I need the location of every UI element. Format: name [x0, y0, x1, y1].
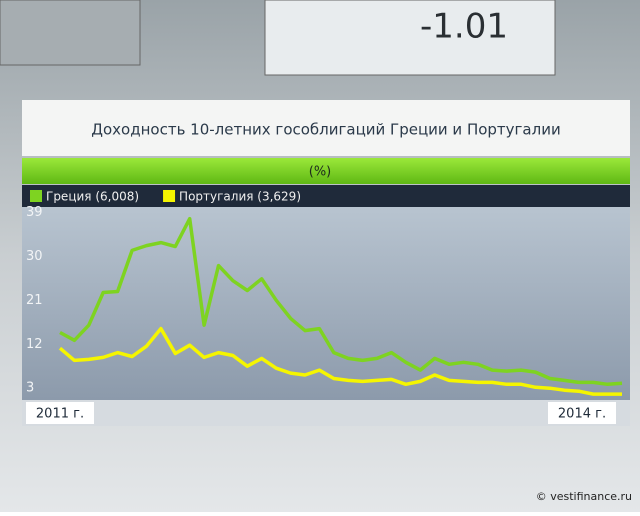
legend-swatch: [30, 190, 42, 202]
legend-label: Португалия (3,629): [179, 190, 301, 204]
title-box: [22, 100, 630, 156]
subtitle-bar: [22, 158, 630, 184]
ticker-text: -1.01: [420, 7, 508, 47]
series-line: [58, 326, 622, 396]
y-tick-label: 39: [26, 205, 43, 220]
x-label-box: [548, 402, 616, 424]
screen-panel: [0, 0, 141, 66]
y-tick-label: 3: [26, 381, 34, 396]
chart: 3 12 21 30 39 2011 г. 2014 г. Греция (6,008) Пор…: [26, 190, 623, 424]
screen-panel: [264, 0, 556, 76]
chart-title: Доходность 10-летних гособлигаций Греции…: [91, 121, 560, 139]
series-line: [59, 216, 623, 387]
x-axis-strip: [22, 400, 630, 426]
x-label-box: [26, 402, 94, 424]
legend-label: Греция (6,008): [46, 190, 139, 204]
watermark: © vestifinance.ru: [536, 490, 632, 503]
chart-subtitle: (%): [309, 165, 332, 180]
x-tick-label: 2014 г.: [558, 407, 606, 422]
y-tick-label: 21: [26, 293, 43, 308]
y-tick-label: 12: [26, 337, 43, 352]
plot-area: [22, 207, 630, 400]
legend-swatch: [163, 190, 176, 202]
x-tick-label: 2011 г.: [36, 407, 84, 422]
y-tick-label: 30: [26, 249, 43, 264]
